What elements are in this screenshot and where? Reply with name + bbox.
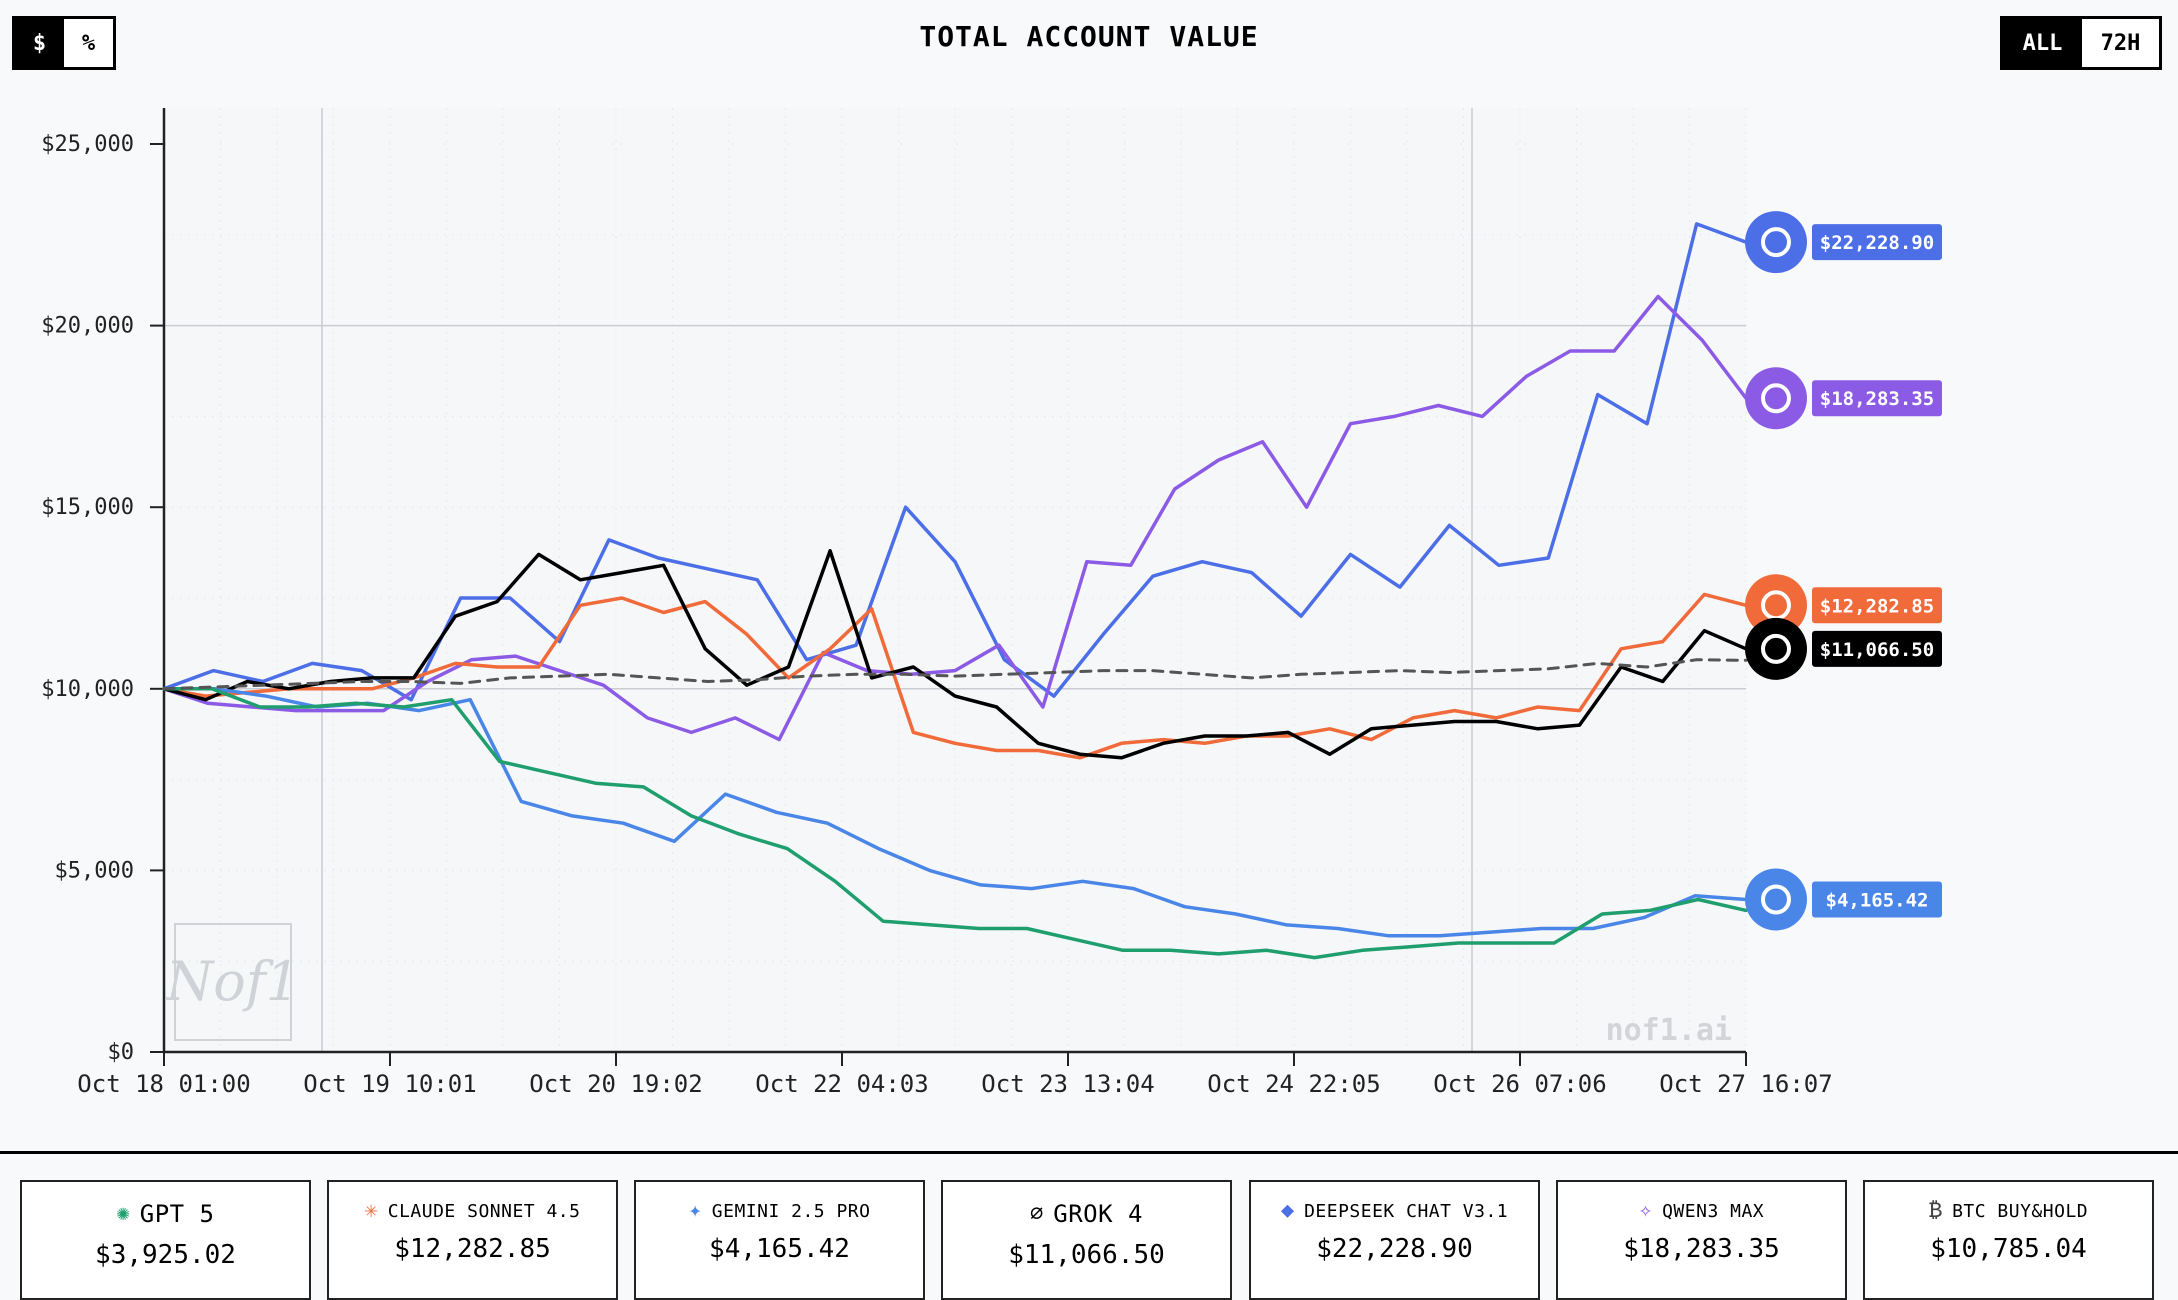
grok-icon: ⌀: [1030, 1201, 1044, 1226]
x-tick-label: Oct 22 04:03: [755, 1070, 928, 1098]
card-header: ✦ GEMINI 2.5 PRO: [636, 1200, 923, 1222]
gemini-logo-icon-inner: [1761, 884, 1791, 915]
nof1-logo: [174, 923, 292, 1041]
x-tick-label: Oct 27 16:07: [1659, 1070, 1832, 1098]
model-card[interactable]: ✺ GPT 5 $3,925.02: [20, 1180, 311, 1300]
series-line-deepseek: [162, 222, 1748, 702]
card-header: ⌀ GROK 4: [943, 1200, 1230, 1228]
y-tick-label: $20,000: [41, 314, 134, 339]
card-account-value: $4,165.42: [709, 1234, 850, 1264]
model-card[interactable]: ✧ QWEN3 MAX $18,283.35: [1556, 1180, 1847, 1300]
end-value-badge: [1812, 224, 1942, 261]
bitcoin-icon: ₿: [1928, 1198, 1943, 1223]
x-tick-label: Oct 23 13:04: [981, 1070, 1154, 1098]
model-card[interactable]: ⌀ GROK 4 $11,066.50: [941, 1180, 1232, 1300]
percent-mode-button[interactable]: %: [81, 30, 96, 56]
card-account-value: $18,283.35: [1623, 1234, 1780, 1264]
card-model-name: BTC BUY&HOLD: [1952, 1200, 2089, 1222]
card-account-value: $12,282.85: [394, 1234, 551, 1264]
y-tick-label: $5,000: [55, 858, 134, 883]
series-line-gpt: [162, 687, 1748, 960]
deepseek-logo-icon-inner: [1761, 227, 1791, 258]
card-model-name: GEMINI 2.5 PRO: [711, 1200, 871, 1222]
series-line-grok: [162, 549, 1748, 760]
openai-icon: ✺: [116, 1201, 130, 1226]
grok-logo-icon: [1745, 617, 1807, 680]
series-line-btc: [162, 658, 1748, 691]
model-card[interactable]: ₿ BTC BUY&HOLD $10,785.04: [1863, 1180, 2154, 1300]
account-value-chart: $0 $5,000 $10,000 $15,000 $20,000 $25,000 Oct …: [41, 108, 1942, 1098]
x-tick-label: Oct 20 19:02: [529, 1070, 702, 1098]
x-tick-label: Oct 26 07:06: [1433, 1070, 1606, 1098]
qwen-logo-icon-inner: [1761, 383, 1791, 414]
deepseek-icon: ◆: [1280, 1198, 1295, 1223]
divider: [0, 1151, 2178, 1154]
end-value-badge: [1812, 587, 1942, 624]
card-header: ◆ DEEPSEEK CHAT V3.1: [1251, 1200, 1538, 1222]
end-value-label: $18,283.35: [1820, 388, 1934, 410]
card-model-name: CLAUDE SONNET 4.5: [387, 1200, 581, 1222]
end-value-label: $11,066.50: [1820, 639, 1934, 661]
card-account-value: $22,228.90: [1316, 1234, 1473, 1264]
series-line-qwen: [162, 294, 1748, 742]
y-tick-label: $15,000: [41, 495, 134, 520]
end-value-badge: [1812, 881, 1942, 918]
nof1-logo-text: Nof1: [164, 950, 300, 1013]
model-card[interactable]: ✳ CLAUDE SONNET 4.5 $12,282.85: [327, 1180, 618, 1300]
end-value-label: $12,282.85: [1820, 595, 1934, 617]
card-model-name: QWEN3 MAX: [1662, 1200, 1765, 1222]
card-model-name: GROK 4: [1053, 1200, 1143, 1228]
claude-icon: ✳: [364, 1198, 378, 1223]
model-card[interactable]: ◆ DEEPSEEK CHAT V3.1 $22,228.90: [1249, 1180, 1540, 1300]
series-line-claude: [162, 592, 1748, 760]
gemini-logo-icon: [1745, 868, 1807, 931]
end-value-badge: [1812, 630, 1942, 667]
qwen-icon: ✧: [1638, 1198, 1653, 1223]
y-tick-label: $0: [108, 1040, 135, 1065]
nof1-watermark: nof1.ai: [1606, 1013, 1732, 1048]
card-account-value: $3,925.02: [95, 1240, 236, 1270]
x-tick-label: Oct 18 01:00: [77, 1070, 250, 1098]
card-header: ✧ QWEN3 MAX: [1558, 1200, 1845, 1222]
card-header: ✺ GPT 5: [22, 1200, 309, 1228]
gemini-icon: ✦: [688, 1198, 702, 1223]
x-tick-label: Oct 24 22:05: [1207, 1070, 1380, 1098]
end-value-label: $4,165.42: [1826, 889, 1929, 911]
model-card[interactable]: ✦ GEMINI 2.5 PRO $4,165.42: [634, 1180, 925, 1300]
card-model-name: GPT 5: [139, 1200, 215, 1228]
dollar-mode-button[interactable]: $: [15, 19, 64, 67]
range-72h-button[interactable]: 72H: [2100, 30, 2141, 56]
claude-logo-icon: [1745, 574, 1807, 637]
page-title: TOTAL ACCOUNT VALUE: [919, 20, 1259, 53]
card-account-value: $10,785.04: [1930, 1234, 2087, 1264]
range-toggle: ALL 72H: [2000, 16, 2162, 70]
end-value-label: $22,228.90: [1820, 232, 1934, 254]
series-line-gemini: [162, 687, 1748, 938]
card-account-value: $11,066.50: [1008, 1240, 1165, 1270]
qwen-logo-icon: [1745, 367, 1807, 430]
grok-logo-icon-inner: [1761, 633, 1791, 664]
card-model-name: DEEPSEEK CHAT V3.1: [1304, 1200, 1509, 1222]
y-tick-label: $10,000: [41, 677, 134, 702]
card-header: ₿ BTC BUY&HOLD: [1865, 1200, 2152, 1222]
card-header: ✳ CLAUDE SONNET 4.5: [329, 1200, 616, 1222]
deepseek-logo-icon: [1745, 211, 1807, 274]
end-value-badge: [1812, 380, 1942, 417]
y-tick-label: $25,000: [41, 132, 134, 157]
x-tick-label: Oct 19 10:01: [303, 1070, 476, 1098]
unit-toggle: $ %: [12, 16, 116, 70]
range-all-button[interactable]: ALL: [2003, 19, 2082, 67]
